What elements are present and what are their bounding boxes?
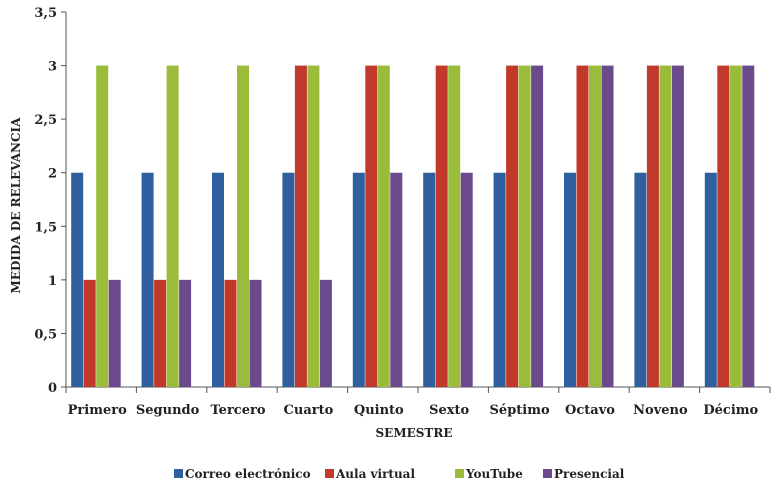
y-tick-label: 0 (48, 381, 57, 396)
bar (564, 172, 576, 387)
x-tick-label: Sexto (429, 403, 469, 418)
y-tick-label: 1,5 (34, 220, 57, 235)
bar (493, 172, 506, 387)
bar (71, 172, 84, 387)
x-tick-label: Tercero (210, 403, 265, 418)
y-ticks: 0 0,5 1 1,5 2 2,5 3 3,5 (34, 6, 66, 396)
bar (166, 65, 179, 388)
y-tick-label: 2,5 (34, 113, 57, 128)
x-tick-label: Segundo (136, 403, 200, 418)
bar (96, 65, 109, 388)
x-tick-label: Quinto (354, 403, 404, 418)
legend-label: YouTube (465, 467, 523, 481)
bar (282, 172, 295, 387)
legend-swatch (325, 469, 334, 478)
bar (671, 65, 684, 388)
x-tick-label: Noveno (633, 403, 688, 418)
legend-label: Correo electrónico (185, 467, 311, 481)
bar (435, 65, 448, 388)
x-tick-label: Séptimo (490, 403, 550, 418)
y-tick-label: 1 (48, 274, 57, 289)
bar (307, 65, 320, 388)
bar (704, 172, 717, 387)
x-tick-label: Cuarto (284, 403, 334, 418)
bar (423, 172, 436, 387)
y-tick-label: 3 (48, 60, 57, 75)
bar (601, 65, 614, 388)
bar (319, 279, 332, 387)
bar (108, 279, 121, 387)
bar (224, 279, 237, 387)
bar (249, 279, 262, 387)
bar (448, 65, 461, 388)
bar (518, 65, 531, 388)
bar (212, 172, 224, 387)
bar (576, 65, 589, 388)
x-axis-title: SEMESTRE (376, 426, 453, 440)
y-tick-label: 0,5 (34, 327, 57, 342)
bar (742, 65, 755, 388)
x-tick-label: Primero (68, 403, 127, 418)
bar (390, 172, 403, 387)
x-ticks: Primero Segundo Tercero Cuarto Quinto Sexto Sé… (65, 387, 771, 418)
bar (506, 65, 519, 388)
bar (294, 65, 307, 388)
bar (154, 279, 167, 387)
bar (237, 65, 249, 388)
bar (646, 65, 659, 388)
legend: Correo electrónico Aula virtual YouTube Pre… (174, 467, 625, 481)
bar (352, 172, 365, 387)
bar (634, 172, 647, 387)
bar (83, 279, 96, 387)
bars (71, 65, 755, 388)
bar (531, 65, 544, 388)
plot-area: 0 0,5 1 1,5 2 2,5 3 3,5 Primero Segundo Tercero Cu… (34, 6, 771, 418)
bar (589, 65, 601, 388)
bar (365, 65, 378, 388)
bar (179, 279, 192, 387)
bar (729, 65, 742, 388)
x-tick-label: Décimo (703, 403, 758, 418)
bar (659, 65, 672, 388)
x-tick-label: Octavo (565, 403, 615, 418)
y-axis-title: MEDIDA DE RELEVANCIA (9, 117, 23, 294)
y-tick-label: 2 (48, 167, 57, 182)
legend-swatch (543, 469, 552, 478)
legend-label: Aula virtual (335, 467, 415, 481)
bar (141, 172, 154, 387)
bar (377, 65, 390, 388)
bar (717, 65, 730, 388)
legend-label: Presencial (554, 467, 625, 481)
legend-swatch (174, 469, 183, 478)
legend-swatch (455, 469, 464, 478)
y-tick-label: 3,5 (34, 6, 57, 21)
bar (460, 172, 473, 387)
